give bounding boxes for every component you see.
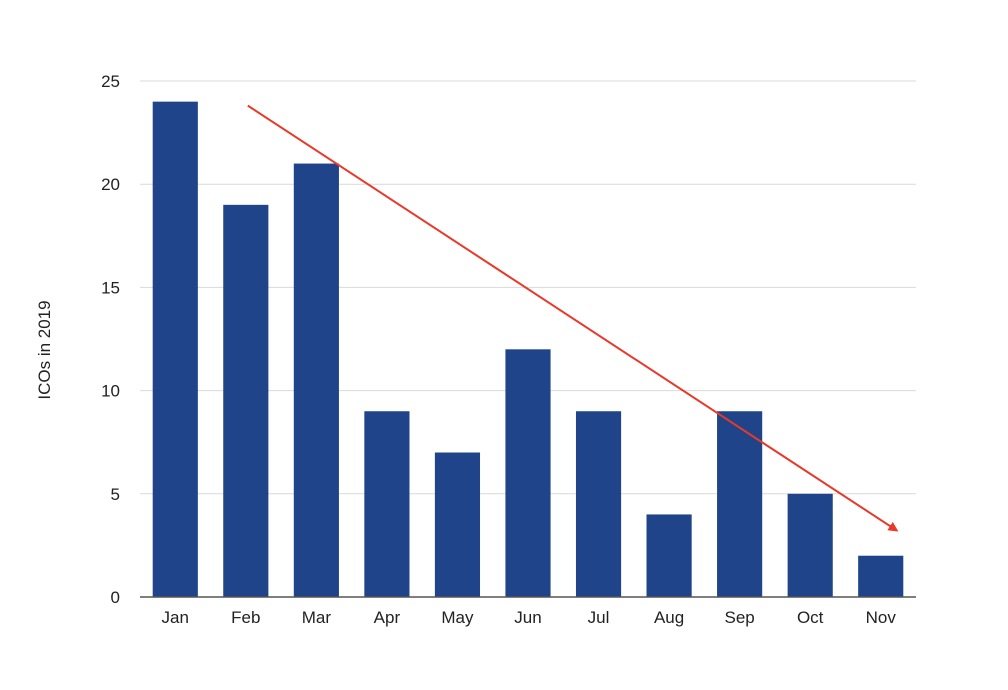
- annotations: [247, 104, 899, 532]
- y-tick-label: 10: [101, 382, 120, 401]
- bar-aug: [646, 514, 692, 597]
- gridlines: [140, 80, 916, 495]
- y-tick-label: 5: [111, 485, 120, 504]
- x-tick-label: Nov: [866, 608, 897, 627]
- bar-may: [434, 452, 481, 597]
- y-tick-label: 25: [101, 72, 120, 91]
- y-tick-label: 20: [101, 175, 120, 194]
- x-tick-label: Jul: [588, 608, 610, 627]
- x-tick-label: Jan: [162, 608, 189, 627]
- bar-sep: [717, 411, 763, 597]
- bar-mar: [293, 163, 339, 597]
- bar-nov: [858, 555, 904, 597]
- bar-jul: [575, 411, 622, 597]
- bar-apr: [364, 411, 410, 597]
- bar-jun: [505, 349, 551, 597]
- bars: [152, 101, 904, 597]
- x-tick-label: May: [441, 608, 474, 627]
- x-tick-label: Jun: [514, 608, 541, 627]
- bar-oct: [787, 493, 833, 597]
- y-axis-title: ICOs in 2019: [35, 300, 54, 399]
- x-tick-label: Feb: [231, 608, 260, 627]
- x-tick-label: Mar: [302, 608, 332, 627]
- trend-arrow: [247, 104, 899, 532]
- x-tick-label: Oct: [797, 608, 824, 627]
- x-tick-label: Apr: [374, 608, 401, 627]
- y-tick-label: 15: [101, 278, 120, 297]
- tick-labels: 0 5 10 15 20 25 Jan Feb Mar Apr May Jun Jul Aug Sep Oct…: [101, 72, 896, 627]
- bar-feb: [223, 204, 269, 597]
- x-tick-label: Sep: [725, 608, 755, 627]
- x-tick-label: Aug: [654, 608, 684, 627]
- bar-jan: [152, 101, 198, 597]
- y-tick-label: 0: [111, 588, 120, 607]
